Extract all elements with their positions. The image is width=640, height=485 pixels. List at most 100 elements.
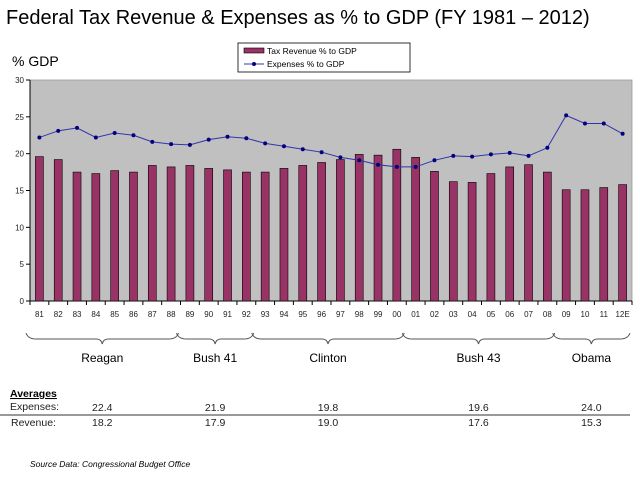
expenses-point [225,134,230,139]
legend-box [237,42,411,73]
x-tick-label: 00 [392,310,401,319]
x-tick-label: 96 [317,310,326,319]
x-tick-label: 09 [562,310,571,319]
y-axis-label: % GDP [12,53,59,69]
x-tick-label: 97 [336,310,345,319]
revenue-bar [279,168,289,302]
expenses-point [187,142,192,147]
source-note: Source Data: Congressional Budget Office [30,459,190,469]
avg-revenue-value: 19.0 [318,417,339,429]
avg-expenses-value: 19.8 [318,402,339,414]
expenses-point [169,142,174,147]
revenue-bar [430,171,439,302]
revenue-bar [204,168,214,302]
expenses-point [75,125,80,130]
avg-revenue-value: 18.2 [92,417,113,429]
revenue-bar [260,171,270,302]
x-tick-label: 06 [505,310,514,319]
expenses-label: Expenses: [10,401,59,413]
x-tick-label: 91 [223,310,232,319]
x-tick-label: 99 [374,310,383,319]
x-tick-label: 12E [615,310,629,319]
expenses-point [131,133,136,138]
revenue-bar [35,156,44,302]
expenses-point [470,154,475,159]
x-tick-label: 81 [35,310,44,319]
brace-4 [552,332,631,345]
revenue-bar [448,181,458,302]
x-tick-label: 01 [411,310,420,319]
brace-2 [251,332,405,345]
avg-expenses-value: 21.9 [205,402,226,414]
expenses-polyline [39,114,623,168]
x-tick-label: 07 [524,310,533,319]
revenue-bar [166,166,176,302]
expenses-point [206,137,211,142]
y-axis: 0 5 10 15 20 25 30 [15,76,31,306]
revenue-bar [411,157,420,302]
revenue-bar [336,159,345,302]
brace-3 [401,332,556,345]
y-tick-label: 15 [15,187,24,196]
expenses-point [357,158,362,163]
x-axis: 81 82 83 84 85 86 87 88 89 90 91 92 93 94 95 96 97 98 99 00… [29,300,633,319]
x-tick-label: 90 [204,310,213,319]
x-tick-label: 84 [91,310,100,319]
expenses-point [376,162,381,167]
avg-revenue-value: 15.3 [581,417,602,429]
revenue-bar [486,173,496,302]
revenue-bar [580,189,590,302]
x-tick-label: 93 [261,310,270,319]
presidency-label: Clinton [309,351,346,365]
expenses-point [507,150,512,155]
avg-expenses-value: 19.6 [468,402,489,414]
expenses-point [526,153,531,158]
y-tick-label: 25 [15,113,24,122]
x-tick-label: 88 [167,310,176,319]
revenue-bar [599,187,609,302]
presidency-label: Reagan [81,351,123,365]
x-tick-label: 86 [129,310,138,319]
averages-table: Averages Expenses: Revenue: 22.4 18.2 21.9… [0,388,630,429]
revenue-bar [392,148,402,302]
legend-swatch-revenue [243,47,265,54]
expenses-point [150,139,155,144]
y-tick-label: 5 [20,260,25,269]
revenue-bars [35,148,627,302]
revenue-bar [53,159,63,302]
x-tick-label: 87 [148,310,157,319]
expenses-point [564,113,569,118]
x-tick-label: 82 [54,310,63,319]
revenue-bar [298,165,308,302]
revenue-bar [129,171,138,302]
revenue-bar [505,166,515,302]
presidency-label: Bush 41 [193,351,237,365]
legend-marker-expenses [252,62,256,66]
expenses-point [300,147,305,152]
legend: Tax Revenue % to GDP Expenses % to GDP [237,42,411,73]
expenses-point [451,153,456,158]
expenses-point [244,136,249,141]
revenue-bar [467,182,477,302]
revenue-bar [147,165,157,302]
expenses-point [338,155,343,160]
revenue-bar [91,173,101,302]
legend-label-expenses: Expenses % to GDP [267,59,345,69]
revenue-bar [185,165,195,302]
expenses-point [394,164,399,169]
revenue-bar [618,184,627,302]
expenses-point [281,144,286,149]
revenue-bar [373,154,383,302]
presidency-braces: Reagan Bush 41 Clinton Bush 43 Obama [25,332,631,365]
y-tick-label: 20 [15,150,24,159]
expenses-point [56,128,61,133]
revenue-bar [72,171,82,302]
revenue-bar [223,169,232,302]
x-tick-label: 08 [543,310,552,319]
revenue-bar [317,162,326,302]
revenue-bar [110,170,119,302]
presidency-label: Obama [572,351,612,365]
revenue-bar [561,189,571,302]
x-tick-label: 98 [355,310,364,319]
plot-area [29,79,633,302]
